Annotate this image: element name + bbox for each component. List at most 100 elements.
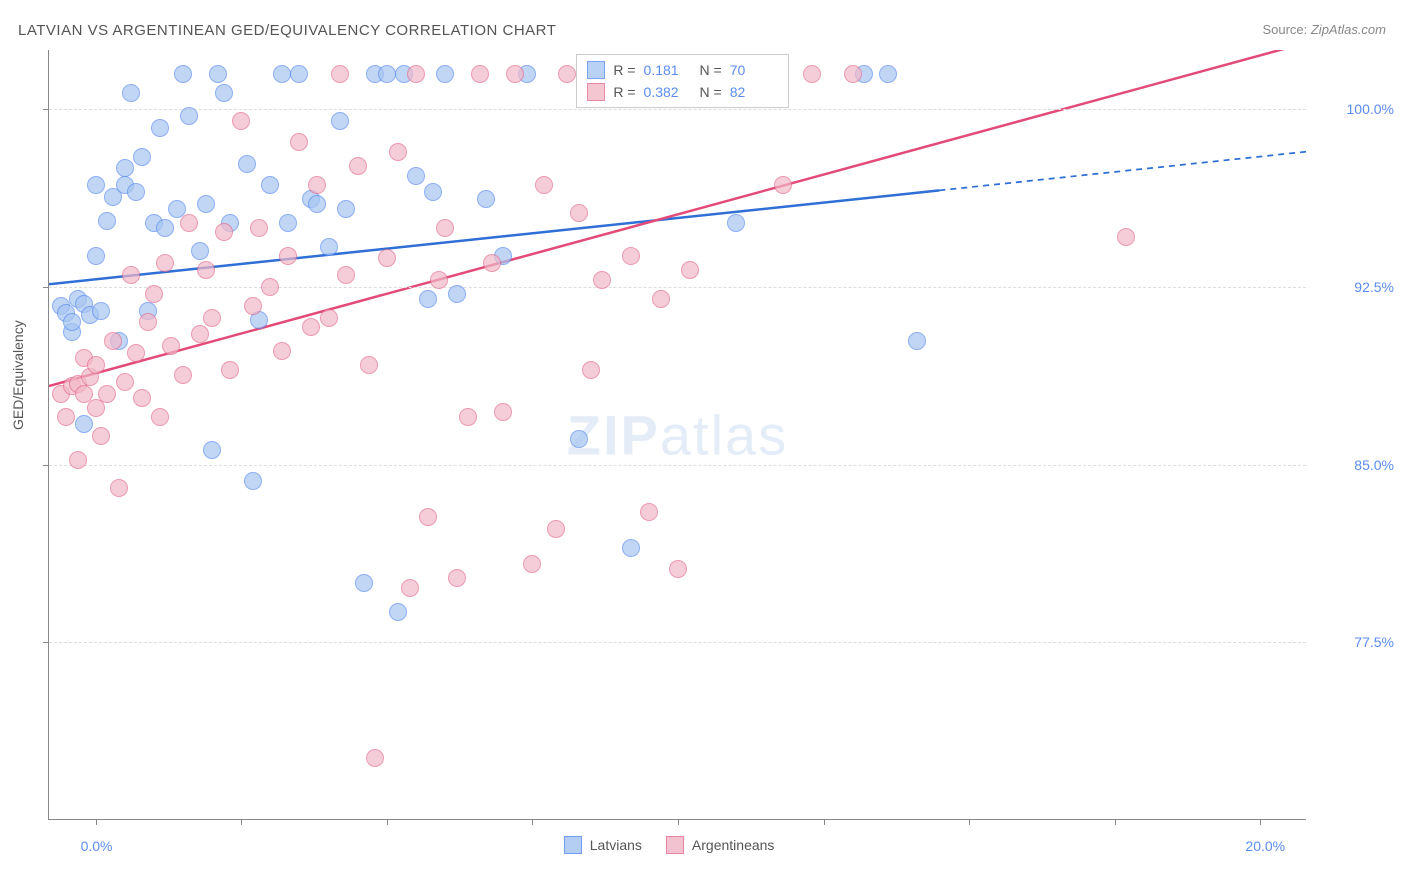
scatter-point <box>1117 228 1135 246</box>
scatter-point <box>349 157 367 175</box>
scatter-point <box>261 176 279 194</box>
xtick-label: 20.0% <box>1245 838 1285 854</box>
xtick-mark <box>532 819 533 825</box>
scatter-point <box>389 603 407 621</box>
xtick-mark <box>1115 819 1116 825</box>
plot-area: ZIPatlas <box>48 50 1306 820</box>
scatter-point <box>570 204 588 222</box>
scatter-point <box>477 190 495 208</box>
legend-N-label: N = <box>700 62 722 78</box>
scatter-point <box>273 342 291 360</box>
scatter-point <box>337 266 355 284</box>
legend-R-value: 0.181 <box>644 62 692 78</box>
legend-N-value: 70 <box>730 62 778 78</box>
scatter-point <box>116 373 134 391</box>
scatter-point <box>57 408 75 426</box>
scatter-point <box>174 366 192 384</box>
scatter-point <box>727 214 745 232</box>
xtick-mark <box>678 819 679 825</box>
scatter-point <box>261 278 279 296</box>
scatter-point <box>652 290 670 308</box>
legend-swatch <box>587 61 605 79</box>
legend-R-label: R = <box>613 84 635 100</box>
scatter-point <box>87 399 105 417</box>
watermark: ZIPatlas <box>567 402 788 467</box>
legend-swatch <box>587 83 605 101</box>
scatter-point <box>407 167 425 185</box>
scatter-point <box>401 579 419 597</box>
scatter-point <box>535 176 553 194</box>
scatter-point <box>191 325 209 343</box>
xtick-mark <box>241 819 242 825</box>
scatter-point <box>558 65 576 83</box>
gridline <box>49 287 1306 288</box>
scatter-point <box>63 313 81 331</box>
scatter-point <box>87 247 105 265</box>
scatter-point <box>774 176 792 194</box>
chart-container: LATVIAN VS ARGENTINEAN GED/EQUIVALENCY C… <box>0 0 1406 892</box>
scatter-point <box>180 214 198 232</box>
scatter-point <box>156 254 174 272</box>
scatter-point <box>209 65 227 83</box>
ytick-mark <box>43 287 49 288</box>
scatter-point <box>215 84 233 102</box>
scatter-point <box>331 65 349 83</box>
scatter-point <box>127 183 145 201</box>
gridline <box>49 642 1306 643</box>
scatter-point <box>570 430 588 448</box>
scatter-point <box>436 219 454 237</box>
ytick-label: 92.5% <box>1314 279 1394 295</box>
scatter-point <box>133 148 151 166</box>
scatter-point <box>250 219 268 237</box>
scatter-point <box>622 247 640 265</box>
scatter-point <box>389 143 407 161</box>
source-prefix: Source: <box>1262 22 1310 37</box>
xtick-mark <box>969 819 970 825</box>
scatter-point <box>459 408 477 426</box>
scatter-point <box>215 223 233 241</box>
legend-R-value: 0.382 <box>644 84 692 100</box>
scatter-point <box>279 214 297 232</box>
scatter-point <box>523 555 541 573</box>
regression-line-dashed <box>939 152 1306 191</box>
chart-title: LATVIAN VS ARGENTINEAN GED/EQUIVALENCY C… <box>18 22 556 39</box>
scatter-point <box>279 247 297 265</box>
watermark-rest: atlas <box>660 403 788 466</box>
scatter-point <box>803 65 821 83</box>
scatter-point <box>448 569 466 587</box>
scatter-point <box>419 508 437 526</box>
scatter-point <box>191 242 209 260</box>
gridline <box>49 465 1306 466</box>
scatter-point <box>139 313 157 331</box>
scatter-point <box>92 427 110 445</box>
scatter-point <box>308 195 326 213</box>
scatter-point <box>98 212 116 230</box>
scatter-point <box>582 361 600 379</box>
xtick-mark <box>387 819 388 825</box>
legend-R-label: R = <box>613 62 635 78</box>
scatter-point <box>127 344 145 362</box>
scatter-point <box>244 297 262 315</box>
scatter-point <box>448 285 466 303</box>
scatter-point <box>355 574 373 592</box>
scatter-point <box>593 271 611 289</box>
scatter-point <box>844 65 862 83</box>
scatter-point <box>483 254 501 272</box>
legend-series-label: Argentineans <box>692 837 775 853</box>
scatter-point <box>908 332 926 350</box>
scatter-point <box>156 219 174 237</box>
scatter-point <box>244 472 262 490</box>
scatter-point <box>162 337 180 355</box>
scatter-point <box>290 133 308 151</box>
scatter-point <box>116 159 134 177</box>
scatter-point <box>308 176 326 194</box>
y-axis-label: GED/Equivalency <box>10 320 26 430</box>
ytick-mark <box>43 642 49 643</box>
legend-stats-row: R =0.382N =82 <box>577 81 787 103</box>
scatter-point <box>471 65 489 83</box>
scatter-point <box>87 176 105 194</box>
scatter-point <box>378 249 396 267</box>
scatter-point <box>360 356 378 374</box>
scatter-point <box>151 408 169 426</box>
scatter-point <box>547 520 565 538</box>
